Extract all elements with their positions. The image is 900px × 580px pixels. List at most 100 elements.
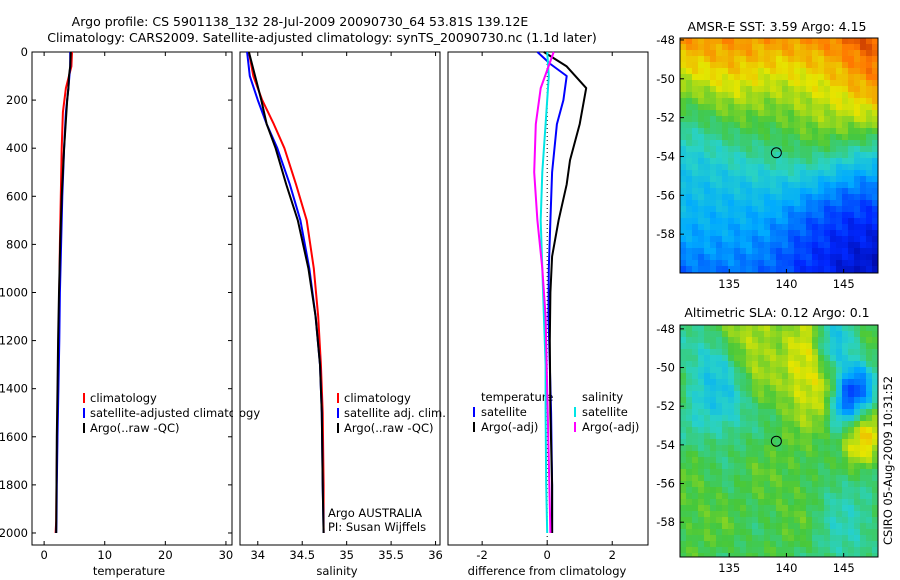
sla-map-cell — [686, 529, 693, 536]
sla-map-cell — [704, 421, 711, 428]
sst-map-cell — [842, 152, 849, 159]
sla-map-cell — [848, 499, 855, 506]
sla-map-cell — [842, 349, 849, 356]
sst-map-cell — [860, 68, 867, 75]
sla-map-cell — [740, 415, 747, 422]
sla-map-cell — [812, 421, 819, 428]
sst-map-cell — [848, 212, 855, 219]
sst-map-cell — [692, 266, 699, 273]
sla-map-cell — [698, 331, 705, 338]
sst-map-cell — [776, 170, 783, 177]
sla-map-cell — [722, 511, 729, 518]
sla-map-cell — [800, 385, 807, 392]
sla-map-cell — [800, 355, 807, 362]
sst-map-cell — [722, 86, 729, 93]
sst-map-cell — [698, 128, 705, 135]
sst-map-cell — [758, 158, 765, 165]
sla-map-cell — [848, 331, 855, 338]
sst-map-cell — [794, 44, 801, 51]
sla-map-cell — [836, 547, 843, 554]
sst-map-cell — [716, 50, 723, 57]
sst-map-cell — [680, 212, 687, 219]
sst-map-cell — [716, 164, 723, 171]
sla-map-cell — [854, 361, 861, 368]
sst-map-cell — [794, 50, 801, 57]
salinity-axes-frame — [239, 51, 441, 546]
sst-map-cell — [818, 206, 825, 213]
sst-map-cell — [686, 152, 693, 159]
sla-map-cell — [680, 445, 687, 452]
sla-map-cell — [734, 337, 741, 344]
sst-map-cell — [740, 116, 747, 123]
sla-map-cell — [770, 373, 777, 380]
sla-map-cell — [848, 535, 855, 542]
sla-map-cell — [680, 355, 687, 362]
sla-map-cell — [680, 511, 687, 518]
sst-map-cell — [866, 242, 873, 249]
sla-map-cell — [806, 343, 813, 350]
sla-map-cell — [860, 355, 867, 362]
sst-map-cell — [818, 110, 825, 117]
sla-map-cell — [854, 397, 861, 404]
sst-map-cell — [698, 92, 705, 99]
salinity-xtick-label: 36 — [428, 548, 443, 562]
temperature-legend: climatology satellite-adjusted climatolo… — [83, 391, 260, 435]
sst-map-cell — [698, 200, 705, 207]
sst-map-cell — [728, 224, 735, 231]
sla-map-cell — [854, 505, 861, 512]
sla-map-cell — [872, 511, 879, 518]
sst-map-cell — [842, 206, 849, 213]
sla-map-cell — [800, 427, 807, 434]
sla-map-cell — [734, 529, 741, 536]
sla-map-cell — [716, 547, 723, 554]
sla-map-cell — [788, 541, 795, 548]
sst-map-cell — [806, 116, 813, 123]
sst-map-cell — [686, 224, 693, 231]
sla-map-cell — [728, 367, 735, 374]
sst-map-cell — [848, 236, 855, 243]
salinity-xtick-label: 35.5 — [378, 548, 404, 562]
sst-map-cell — [734, 260, 741, 267]
sst-map-cell — [818, 68, 825, 75]
sst-map-cell — [860, 122, 867, 129]
sst-map-cell — [812, 50, 819, 57]
sst-map-cell — [746, 230, 753, 237]
difference-xtick-label: 2 — [609, 548, 616, 562]
sla-map-cell — [758, 427, 765, 434]
sst-map-cell — [860, 176, 867, 183]
sst-map-cell — [710, 194, 717, 201]
sla-map-cell — [764, 469, 771, 476]
sla-map-cell — [686, 541, 693, 548]
sst-map-cell — [818, 188, 825, 195]
sla-map-cell — [806, 487, 813, 494]
sst-map-cell — [680, 266, 687, 273]
sla-map-cell — [842, 517, 849, 524]
sla-map-cell — [752, 415, 759, 422]
sst-map-cell — [812, 80, 819, 87]
sst-map-cell — [686, 128, 693, 135]
sst-map-cell — [740, 218, 747, 225]
sla-map-cell — [710, 391, 717, 398]
sla-map-cell — [860, 409, 867, 416]
sst-map-cell — [716, 62, 723, 69]
sst-map-cell — [698, 164, 705, 171]
sla-map-cell — [806, 529, 813, 536]
sst-map-cell — [848, 224, 855, 231]
sst-map-cell — [824, 56, 831, 63]
sla-map-cell — [710, 337, 717, 344]
sla-map-cell — [728, 499, 735, 506]
sla-map-cell — [692, 493, 699, 500]
sst-map-cell — [692, 194, 699, 201]
sst-map-cell — [734, 266, 741, 273]
sst-map-cell — [722, 176, 729, 183]
sst-map-cell — [860, 200, 867, 207]
sst-map-cell — [728, 56, 735, 63]
sla-map-cell — [680, 469, 687, 476]
sst-map-cell — [734, 74, 741, 81]
sst-map-cell — [728, 254, 735, 261]
sst-map-cell — [692, 62, 699, 69]
sla-map-cell — [710, 439, 717, 446]
sst-map-cell — [818, 242, 825, 249]
sst-map-cell — [794, 62, 801, 69]
sla-map-cell — [692, 445, 699, 452]
